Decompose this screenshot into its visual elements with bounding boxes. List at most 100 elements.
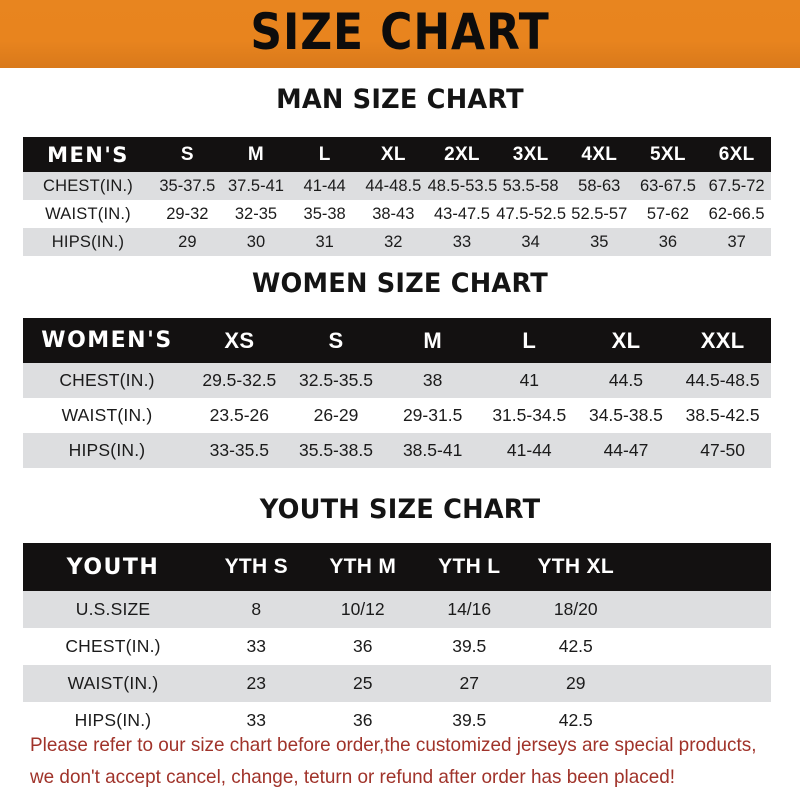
cell-hips-xs: 33-35.5 bbox=[209, 440, 269, 460]
table-row: HIPS(IN.) 33 36 39.5 42.5 bbox=[23, 702, 771, 739]
youth-table-head: YOUTH YTH S YTH M YTH L YTH XL bbox=[23, 543, 771, 591]
cell-spacer bbox=[629, 665, 771, 702]
row-label-hips: HIPS(IN.) bbox=[51, 232, 125, 251]
column-header-l: L bbox=[522, 327, 537, 353]
column-header-4xl: 4XL bbox=[581, 143, 618, 165]
cell-chest-l: 41-44 bbox=[303, 176, 346, 195]
cell-hips-2xl: 33 bbox=[452, 232, 472, 251]
man-size-table: MEN'S S M L XL 2XL 3XL 4XL 5XL 6XL CHEST… bbox=[23, 137, 771, 256]
women-table: WOMEN'S XS S M L XL XXL CHEST(IN.) 29.5-… bbox=[23, 318, 771, 468]
man-section-title: MAN SIZE CHART bbox=[276, 84, 524, 115]
cell-waist-s: 26-29 bbox=[313, 405, 359, 425]
cell-us-size-yth-xl: 18/20 bbox=[553, 599, 598, 619]
cell-hips-s: 35.5-38.5 bbox=[299, 440, 373, 460]
cell-chest-m: 38 bbox=[422, 370, 443, 390]
man-table: MEN'S S M L XL 2XL 3XL 4XL 5XL 6XL CHEST… bbox=[23, 137, 771, 256]
column-header-6xl: 6XL bbox=[718, 143, 755, 165]
youth-table-body: U.S.SIZE 8 10/12 14/16 18/20 CHEST(IN.) … bbox=[23, 591, 771, 739]
cell-waist-xl: 34.5-38.5 bbox=[588, 405, 663, 425]
cell-chest-6xl: 67.5-72 bbox=[708, 176, 765, 195]
column-header-s: S bbox=[328, 327, 344, 353]
cell-hips-xl: 44-47 bbox=[603, 440, 649, 460]
table-header-row: WOMEN'S XS S M L XL XXL bbox=[23, 318, 771, 363]
cell-us-size-yth-m: 10/12 bbox=[340, 599, 385, 619]
cell-waist-l: 35-38 bbox=[303, 204, 346, 223]
row-label-hips: HIPS(IN.) bbox=[68, 440, 146, 460]
cell-hips-yth-l: 39.5 bbox=[452, 710, 487, 730]
cell-chest-yth-m: 36 bbox=[353, 636, 373, 656]
cell-waist-m: 32-35 bbox=[234, 204, 278, 223]
column-header-5xl: 5XL bbox=[650, 143, 686, 165]
cell-chest-s: 32.5-35.5 bbox=[299, 370, 373, 390]
women-corner-label: WOMEN'S bbox=[41, 328, 173, 353]
column-header-xl: XL bbox=[611, 327, 641, 353]
table-row: WAIST(IN.) 23.5-26 26-29 29-31.5 31.5-34… bbox=[23, 398, 771, 433]
cell-waist-2xl: 43-47.5 bbox=[433, 204, 490, 223]
row-label-waist: WAIST(IN.) bbox=[45, 204, 131, 223]
table-row: CHEST(IN.) 33 36 39.5 42.5 bbox=[23, 628, 771, 665]
cell-chest-4xl: 58-63 bbox=[578, 176, 621, 195]
youth-corner-label: YOUTH bbox=[66, 554, 160, 580]
cell-hips-5xl: 36 bbox=[658, 232, 678, 251]
women-section-title: WOMEN SIZE CHART bbox=[252, 268, 548, 299]
order-policy-line-1: Please refer to our size chart before or… bbox=[30, 734, 757, 756]
cell-chest-2xl: 48.5-53.5 bbox=[427, 176, 498, 195]
row-label-us-size: U.S.SIZE bbox=[75, 599, 151, 619]
cell-hips-m: 30 bbox=[246, 232, 266, 251]
column-header-yth-xl: YTH XL bbox=[537, 555, 614, 578]
cell-waist-yth-s: 23 bbox=[246, 673, 266, 693]
cell-hips-6xl: 37 bbox=[727, 232, 746, 251]
youth-size-table: YOUTH YTH S YTH M YTH L YTH XL U.S.SIZE … bbox=[23, 543, 771, 739]
row-label-waist: WAIST(IN.) bbox=[67, 673, 159, 693]
column-header-m: M bbox=[423, 327, 442, 353]
table-row: CHEST(IN.) 35-37.5 37.5-41 41-44 44-48.5… bbox=[23, 172, 771, 200]
row-label-waist: WAIST(IN.) bbox=[61, 405, 153, 425]
cell-spacer bbox=[629, 591, 771, 628]
women-size-table: WOMEN'S XS S M L XL XXL CHEST(IN.) 29.5-… bbox=[23, 318, 771, 468]
man-table-head: MEN'S S M L XL 2XL 3XL 4XL 5XL 6XL bbox=[23, 137, 771, 172]
cell-us-size-yth-s: 8 bbox=[251, 599, 262, 619]
column-header-3xl: 3XL bbox=[512, 143, 549, 165]
cell-hips-m: 38.5-41 bbox=[402, 440, 463, 460]
cell-chest-yth-l: 39.5 bbox=[452, 636, 487, 656]
cell-waist-m: 29-31.5 bbox=[402, 405, 463, 425]
column-header-yth-m: YTH M bbox=[329, 555, 397, 578]
cell-waist-xs: 23.5-26 bbox=[209, 405, 269, 425]
cell-waist-yth-l: 27 bbox=[459, 673, 479, 693]
cell-waist-xxl: 38.5-42.5 bbox=[685, 405, 760, 425]
column-header-xs: XS bbox=[224, 327, 255, 353]
cell-chest-3xl: 53.5-58 bbox=[502, 176, 559, 195]
cell-hips-l: 41-44 bbox=[506, 440, 552, 460]
man-table-body: CHEST(IN.) 35-37.5 37.5-41 41-44 44-48.5… bbox=[23, 172, 771, 256]
cell-chest-m: 37.5-41 bbox=[228, 176, 284, 195]
column-header-yth-s: YTH S bbox=[224, 555, 288, 578]
row-label-chest: CHEST(IN.) bbox=[65, 636, 161, 656]
cell-waist-xl: 38-43 bbox=[372, 204, 415, 223]
table-header-row: MEN'S S M L XL 2XL 3XL 4XL 5XL 6XL bbox=[23, 137, 771, 172]
cell-us-size-yth-l: 14/16 bbox=[447, 599, 492, 619]
table-row: WAIST(IN.) 29-32 32-35 35-38 38-43 43-47… bbox=[23, 200, 771, 228]
cell-hips-s: 29 bbox=[178, 232, 197, 251]
column-header-l: L bbox=[318, 143, 331, 165]
table-row: HIPS(IN.) 33-35.5 35.5-38.5 38.5-41 41-4… bbox=[23, 433, 771, 468]
column-header-yth-l: YTH L bbox=[438, 555, 501, 578]
cell-chest-xxl: 44.5-48.5 bbox=[685, 370, 760, 390]
cell-chest-xs: 29.5-32.5 bbox=[202, 370, 277, 390]
cell-hips-yth-s: 33 bbox=[246, 710, 266, 730]
cell-chest-l: 41 bbox=[519, 370, 540, 390]
cell-chest-xl: 44.5 bbox=[608, 370, 643, 390]
cell-hips-xl: 32 bbox=[384, 232, 403, 251]
cell-waist-4xl: 52.5-57 bbox=[571, 204, 628, 223]
table-row: HIPS(IN.) 29 30 31 32 33 34 35 36 37 bbox=[23, 228, 771, 256]
cell-waist-3xl: 47.5-52.5 bbox=[496, 204, 567, 223]
column-header-spacer bbox=[629, 543, 771, 591]
column-header-xl: XL bbox=[380, 143, 406, 165]
column-header-m: M bbox=[247, 143, 265, 165]
order-policy-line-2: we don't accept cancel, change, teturn o… bbox=[30, 766, 676, 788]
cell-waist-yth-xl: 29 bbox=[566, 673, 586, 693]
cell-chest-xl: 44-48.5 bbox=[365, 176, 422, 195]
women-table-body: CHEST(IN.) 29.5-32.5 32.5-35.5 38 41 44.… bbox=[23, 363, 771, 468]
row-label-chest: CHEST(IN.) bbox=[59, 370, 155, 390]
women-table-head: WOMEN'S XS S M L XL XXL bbox=[23, 318, 771, 363]
youth-section-title: YOUTH SIZE CHART bbox=[259, 494, 541, 525]
